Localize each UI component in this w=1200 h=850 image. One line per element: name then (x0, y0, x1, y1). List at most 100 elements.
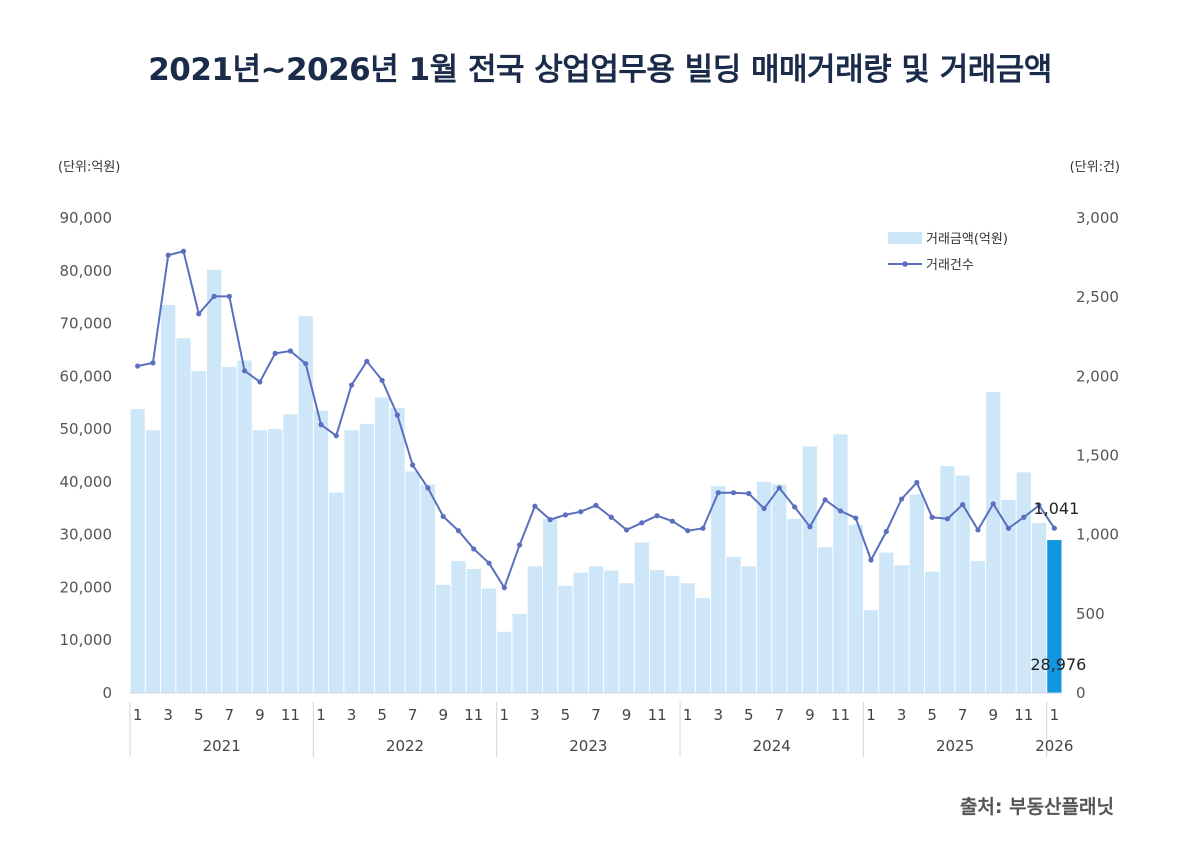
line-point (257, 379, 263, 385)
bar (268, 429, 283, 693)
bar (970, 561, 986, 693)
y-left-tick-label: 80,000 (60, 262, 113, 280)
x-month-label: 11 (281, 706, 300, 724)
bar (161, 305, 176, 693)
x-year-label: 2025 (936, 737, 974, 755)
y-right-tick-label: 500 (1076, 605, 1105, 623)
y-left-tick-label: 90,000 (60, 209, 113, 227)
left-axis-unit: (단위:억원) (58, 160, 121, 175)
line-point (960, 501, 966, 508)
y-left-tick-label: 0 (102, 684, 112, 702)
line-point (196, 311, 202, 317)
x-month-label: 7 (591, 706, 601, 724)
y-left-tick-label: 10,000 (60, 631, 113, 649)
line-point (776, 485, 782, 491)
y-right-tick-label: 2,500 (1076, 288, 1119, 306)
x-month-label: 9 (255, 706, 265, 724)
x-month-label: 11 (648, 706, 667, 724)
y-right-tick-label: 2,000 (1076, 367, 1119, 385)
line-point (715, 490, 721, 496)
x-month-label: 11 (464, 706, 483, 724)
x-month-label: 1 (866, 706, 876, 724)
bar (588, 566, 604, 693)
x-month-label: 3 (713, 706, 723, 724)
bar (879, 552, 894, 693)
bar (818, 547, 833, 693)
line-point (165, 252, 171, 258)
line-point (761, 505, 767, 512)
bar (1001, 499, 1016, 693)
bar (420, 484, 436, 693)
bar (558, 585, 573, 693)
x-year-label: 2023 (569, 737, 607, 755)
bar (191, 371, 206, 693)
x-month-label: 11 (1014, 706, 1033, 724)
line-point (394, 412, 400, 418)
line-point (578, 509, 584, 515)
bar-last-value-label: 28,976 (1030, 655, 1086, 674)
source-note: 출처: 부동산플래닛 (959, 796, 1114, 818)
x-month-label: 7 (775, 706, 785, 724)
x-month-label: 3 (530, 706, 540, 724)
bar (802, 446, 818, 693)
x-month-label: 3 (897, 706, 907, 724)
bar (894, 565, 909, 693)
bar (145, 430, 161, 693)
line-point (868, 557, 874, 563)
x-month-label: 3 (163, 706, 173, 724)
line-point (135, 363, 141, 369)
x-month-label: 7 (408, 706, 418, 724)
x-month-label: 1 (1050, 706, 1060, 724)
bar (940, 466, 955, 693)
bar (711, 486, 726, 693)
line-point (562, 512, 569, 518)
y-left-tick-label: 20,000 (60, 578, 113, 596)
line-point (287, 348, 294, 354)
bar (833, 434, 848, 693)
line-point (944, 516, 951, 522)
y-right-tick-label: 1,000 (1076, 526, 1119, 544)
x-month-label: 1 (683, 706, 693, 724)
line-point (150, 360, 156, 366)
x-month-label: 5 (194, 706, 204, 724)
right-axis-unit: (단위:건) (1069, 160, 1120, 175)
x-year-label: 2026 (1035, 737, 1073, 755)
line-point (425, 485, 431, 491)
legend-line-label: 거래건수 (926, 258, 974, 273)
x-month-label: 5 (927, 706, 937, 724)
line-point (975, 527, 981, 533)
line-point (333, 433, 339, 439)
bar (359, 423, 374, 693)
line-point (318, 422, 324, 428)
line-point (623, 527, 630, 533)
line-point (608, 514, 614, 520)
bar (130, 409, 145, 693)
bar (497, 631, 512, 693)
line-point (1036, 502, 1042, 508)
line-point (1005, 525, 1012, 531)
bar (313, 410, 329, 693)
bar (665, 575, 680, 693)
bar (848, 524, 863, 693)
line-point (837, 508, 844, 514)
line-point (792, 504, 798, 510)
line-point (639, 520, 645, 526)
line-point (486, 560, 492, 566)
line-point (669, 518, 675, 524)
legend-line-marker (902, 261, 908, 267)
line-point (883, 528, 889, 535)
line-point (898, 496, 905, 502)
x-year-label: 2024 (753, 737, 791, 755)
x-month-label: 9 (438, 706, 448, 724)
bar (741, 566, 756, 693)
bar (252, 430, 268, 693)
y-left-tick-label: 50,000 (60, 420, 113, 438)
line-point (348, 382, 355, 388)
bar (405, 471, 420, 693)
bar (237, 360, 252, 693)
x-month-label: 7 (958, 706, 968, 724)
line-last-value-label: 1,041 (1033, 499, 1079, 518)
bar (481, 588, 497, 693)
bar (283, 414, 298, 693)
